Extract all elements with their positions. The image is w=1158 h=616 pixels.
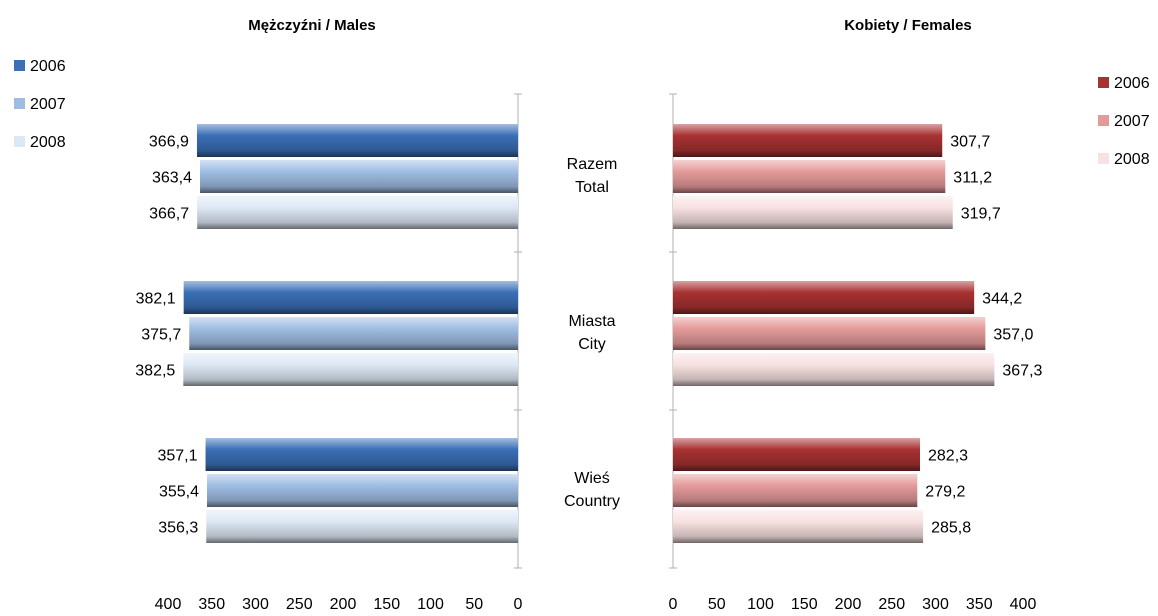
data-label: 282,3: [928, 448, 968, 465]
data-label: 307,7: [950, 134, 990, 151]
bar-2007: [189, 317, 518, 350]
data-label: 356,3: [158, 520, 198, 537]
data-label: 366,7: [149, 206, 189, 223]
data-label: 311,2: [953, 170, 992, 187]
bar-2006: [673, 124, 943, 157]
data-label: 382,1: [136, 291, 176, 308]
x-tick-label: 200: [330, 596, 357, 613]
x-tick-label: 200: [835, 596, 862, 613]
legend-swatch: [1098, 77, 1109, 88]
bar-2006: [196, 124, 518, 157]
bar-2007: [673, 160, 946, 193]
x-tick-label: 300: [922, 596, 949, 613]
x-tick-label: 50: [708, 596, 726, 613]
bar-2008: [673, 510, 924, 543]
legend-label: 2007: [1114, 113, 1150, 130]
x-tick-label: 150: [373, 596, 400, 613]
data-label: 375,7: [141, 327, 181, 344]
bar-2008: [673, 353, 995, 386]
data-label: 357,0: [993, 327, 1033, 344]
bar-2007: [207, 474, 518, 507]
bar-2007: [673, 317, 986, 350]
x-tick-label: 250: [878, 596, 905, 613]
bar-2008: [183, 353, 518, 386]
x-tick-label: 400: [155, 596, 182, 613]
x-tick-label: 100: [417, 596, 444, 613]
data-label: 279,2: [925, 484, 965, 501]
x-tick-label: 100: [747, 596, 774, 613]
chart-title: Mężczyźni / Males: [248, 17, 376, 34]
x-tick-label: 350: [198, 596, 225, 613]
chart-title: Kobiety / Females: [844, 17, 972, 34]
data-label: 366,9: [149, 134, 189, 151]
category-label: Miasta City: [568, 313, 615, 353]
x-tick-label: 0: [514, 596, 523, 613]
legend-label: 2008: [30, 134, 66, 151]
category-label: Wieś Country: [564, 470, 620, 510]
bar-2007: [200, 160, 518, 193]
x-tick-label: 150: [791, 596, 818, 613]
bar-2006: [673, 438, 921, 471]
data-label: 382,5: [135, 363, 175, 380]
legend-label: 2006: [1114, 75, 1150, 92]
x-tick-label: 0: [669, 596, 678, 613]
bar-2006: [673, 281, 975, 314]
legend-swatch: [1098, 115, 1109, 126]
x-tick-label: 400: [1010, 596, 1037, 613]
legend-label: 2006: [30, 58, 66, 75]
x-tick-label: 350: [966, 596, 993, 613]
bar-2008: [197, 196, 518, 229]
females-panel: Kobiety / Females 307,7 344,2 282,3 311,2 357…: [669, 17, 1150, 613]
bar-2006: [205, 438, 518, 471]
data-label: 363,4: [152, 170, 192, 187]
data-label: 285,8: [931, 520, 971, 537]
legend-swatch: [1098, 153, 1109, 164]
males-panel: Mężczyźni / Males 366,9 382,1 357,1 363,4 375…: [14, 17, 523, 613]
legend-swatch: [14, 60, 25, 71]
x-tick-label: 300: [242, 596, 269, 613]
x-tick-label: 250: [286, 596, 313, 613]
legend-label: 2008: [1114, 151, 1150, 168]
bar-2007: [673, 474, 918, 507]
x-tick-label: 50: [465, 596, 483, 613]
data-label: 319,7: [961, 206, 1001, 223]
bar-2008: [206, 510, 519, 543]
legend-label: 2007: [30, 96, 66, 113]
data-label: 344,2: [982, 291, 1022, 308]
legend-swatch: [14, 136, 25, 147]
bar-2006: [183, 281, 518, 314]
data-label: 355,4: [159, 484, 199, 501]
legend-swatch: [14, 98, 25, 109]
category-label: Razem Total: [567, 156, 618, 196]
bar-2008: [673, 196, 953, 229]
data-label: 357,1: [157, 448, 197, 465]
data-label: 367,3: [1002, 363, 1042, 380]
